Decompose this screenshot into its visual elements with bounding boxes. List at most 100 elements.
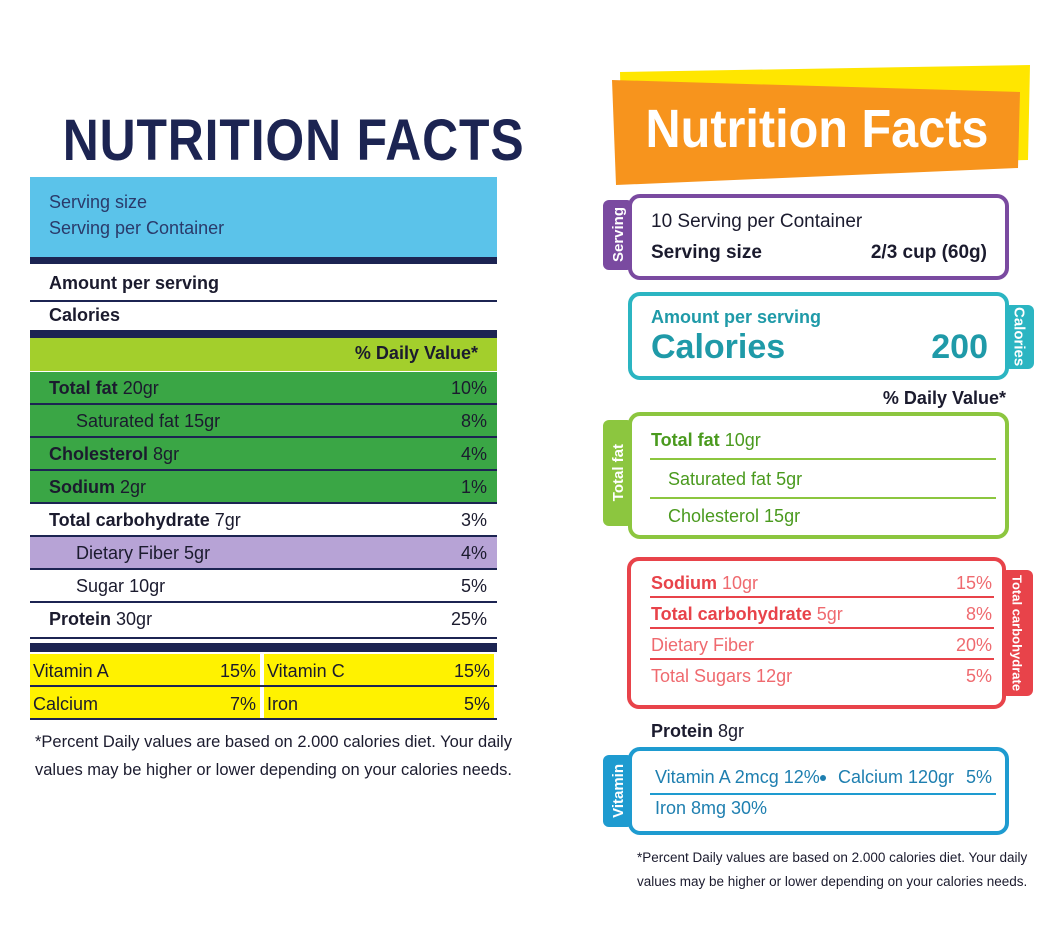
row-line bbox=[30, 436, 497, 438]
nutrient-name: Protein bbox=[49, 609, 112, 629]
vitamin-name: Calcium bbox=[33, 694, 99, 714]
left-title: NUTRITION FACTS bbox=[62, 108, 525, 173]
nutrient-row: Saturated fat 15gr bbox=[76, 412, 220, 430]
banner-front bbox=[612, 80, 1020, 185]
row-bg bbox=[30, 372, 497, 403]
amount-per-serving: Amount per serving bbox=[49, 273, 220, 293]
nutrient-row: Protein 30gr bbox=[49, 610, 152, 628]
calcium-dv: 5% bbox=[965, 767, 992, 787]
nutrient-row: Cholesterol 8gr bbox=[49, 445, 179, 463]
tab-text: Total fat bbox=[609, 444, 627, 502]
vitamin-a: Vitamin A 2mcg 12% bbox=[655, 767, 820, 787]
daily-value-header: % Daily Value* bbox=[882, 388, 1006, 408]
calories: Calories bbox=[49, 305, 121, 325]
nutrient-name: Total carbohydrate bbox=[49, 510, 210, 530]
divider bbox=[30, 257, 497, 264]
vitamin-cell bbox=[30, 687, 260, 718]
vitamin-cell bbox=[264, 654, 494, 685]
nutrient-amount: 10gr bbox=[724, 430, 761, 450]
nutrient-name: Saturated fat bbox=[76, 411, 180, 431]
divider bbox=[30, 643, 497, 652]
nutrient-row: Sugar 10gr bbox=[76, 577, 165, 595]
nutrient-name: Cholesterol bbox=[49, 444, 149, 464]
nutrient-name: Total Sugars 12gr bbox=[651, 666, 793, 686]
nutrient-dv: 20% bbox=[955, 635, 992, 655]
vitamin-dv: 7% bbox=[229, 694, 256, 714]
iron: Iron 8mg 30% bbox=[655, 798, 768, 818]
nutrient-amount: 20gr bbox=[122, 378, 159, 398]
daily-value-band bbox=[30, 338, 497, 371]
divider bbox=[650, 793, 996, 795]
tab-text: Serving bbox=[609, 207, 627, 263]
divider bbox=[650, 497, 996, 499]
divider bbox=[30, 330, 497, 338]
nutrient-dv: 4% bbox=[460, 543, 487, 563]
nutrient-amount: 5gr bbox=[816, 604, 843, 624]
protein-row: Protein 8gr bbox=[651, 722, 744, 740]
row-bg bbox=[30, 405, 497, 436]
nutrient-name: Total carbohydrate bbox=[651, 604, 812, 624]
right-title: Nutrition Facts bbox=[645, 99, 989, 159]
row-line bbox=[30, 568, 497, 570]
row-line bbox=[30, 535, 497, 537]
nutrient-amount: 8gr bbox=[153, 444, 180, 464]
row-line bbox=[30, 502, 497, 504]
carb-row: Sodium 10gr bbox=[651, 574, 758, 592]
vitamin-cell bbox=[30, 654, 260, 685]
nutrient-amount: 30gr bbox=[116, 609, 153, 629]
row-bg bbox=[30, 537, 497, 568]
row-bg bbox=[30, 471, 497, 502]
footnote: values may be higher or lower depending … bbox=[637, 874, 1028, 889]
nutrient-amount: 5gr bbox=[184, 543, 211, 563]
row-line bbox=[30, 601, 497, 603]
tab-text: Vitamin bbox=[609, 764, 627, 818]
nutrient-dv: 3% bbox=[460, 510, 487, 530]
nutrient-name: Total fat bbox=[49, 378, 118, 398]
footnote: *Percent Daily values are based on 2.000… bbox=[35, 733, 512, 751]
divider bbox=[650, 458, 996, 460]
daily-value-header: % Daily Value* bbox=[354, 343, 478, 363]
serving-size-value: 2/3 cup (60g) bbox=[870, 242, 987, 263]
servings-per-container: 10 Serving per Container bbox=[651, 211, 863, 232]
nutrient-amount: 10gr bbox=[129, 576, 166, 596]
calories-tab: Calories bbox=[1004, 305, 1034, 369]
tab-text: Calories bbox=[1010, 307, 1028, 367]
divider bbox=[30, 300, 497, 302]
bullet bbox=[820, 775, 826, 781]
nutrient-dv: 8% bbox=[460, 411, 487, 431]
title-banner bbox=[612, 65, 1030, 185]
nutrient-name: Dietary Fiber bbox=[76, 543, 180, 563]
serving-size: Serving size bbox=[49, 192, 148, 212]
fat-row: Saturated fat 5gr bbox=[668, 469, 803, 489]
nutrient-dv: 25% bbox=[450, 609, 487, 629]
vitamin-name: Iron bbox=[267, 694, 299, 714]
vitamin-name: Vitamin C bbox=[267, 661, 345, 681]
vitamin-dv: 15% bbox=[454, 661, 491, 681]
fat-row: Cholesterol 15gr bbox=[668, 506, 801, 526]
nutrient-amount: 8gr bbox=[718, 721, 745, 741]
calories-label: Calories bbox=[651, 328, 786, 366]
row-line bbox=[30, 718, 497, 720]
row-line bbox=[30, 685, 497, 687]
serving-per-container: Serving per Container bbox=[49, 218, 225, 238]
nutrient-dv: 5% bbox=[460, 576, 487, 596]
carb-row: Dietary Fiber bbox=[651, 636, 754, 654]
vitamin-dv: 15% bbox=[220, 661, 257, 681]
nutrient-amount: 10gr bbox=[722, 573, 759, 593]
row-line bbox=[30, 403, 497, 405]
nutrient-dv: 10% bbox=[450, 378, 487, 398]
serving-box bbox=[628, 194, 1009, 280]
row-line bbox=[650, 627, 994, 629]
calcium: Calcium 120gr bbox=[838, 767, 955, 787]
footnote: *Percent Daily values are based on 2.000… bbox=[637, 850, 1028, 865]
footnote: values may be higher or lower depending … bbox=[35, 761, 512, 779]
carb-tab: Total carbohydrate bbox=[1001, 570, 1033, 696]
calories-value: 200 bbox=[931, 328, 988, 366]
row-bg bbox=[30, 504, 497, 535]
nutrient-row: Sodium 2gr bbox=[49, 478, 146, 496]
carb-row: Total carbohydrate 5gr bbox=[651, 605, 843, 623]
nutrient-name: Sodium bbox=[49, 477, 115, 497]
row-line bbox=[650, 658, 994, 660]
nutrient-dv: 15% bbox=[955, 573, 992, 593]
